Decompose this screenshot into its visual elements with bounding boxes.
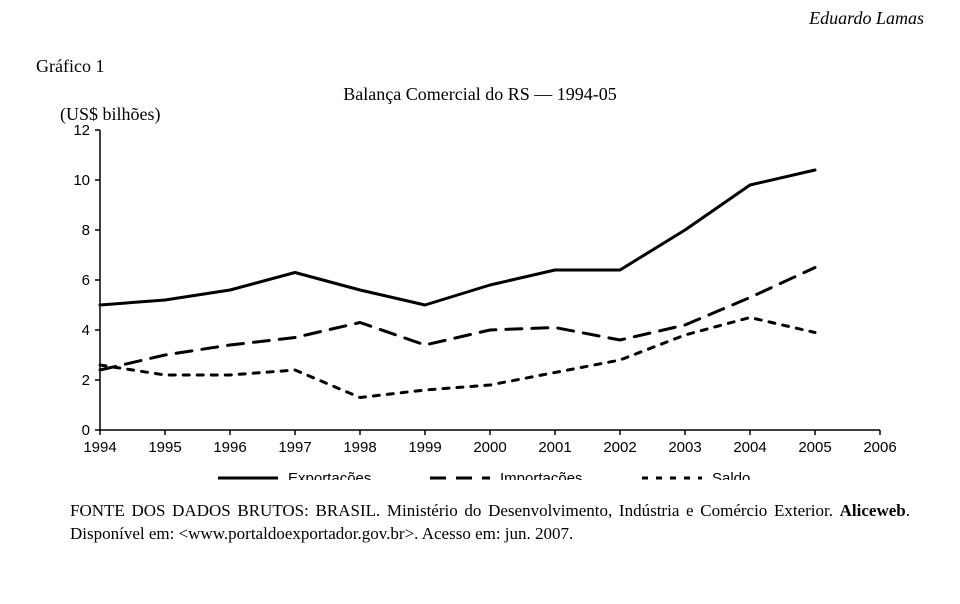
- y-tick-label: 10: [73, 172, 90, 189]
- series-importações: [100, 268, 815, 371]
- x-tick-label: 1997: [278, 439, 311, 456]
- x-tick-label: 2002: [603, 439, 636, 456]
- y-tick-label: 6: [82, 272, 90, 289]
- y-tick-label: 2: [82, 372, 90, 389]
- x-tick-label: 2003: [668, 439, 701, 456]
- y-tick-label: 12: [73, 122, 90, 139]
- x-tick-label: 1994: [83, 439, 116, 456]
- legend-label: Saldo: [712, 470, 750, 480]
- x-tick-label: 2001: [538, 439, 571, 456]
- chart-area: 0 2 4 6 8 10 12 1994 1995 1996 1997 1998 1999 2000 200…: [60, 120, 900, 480]
- series-saldo: [100, 318, 815, 398]
- line-chart-svg: 0 2 4 6 8 10 12 1994 1995 1996 1997 1998 1999 2000 200…: [60, 120, 900, 480]
- x-tick-label: 1998: [343, 439, 376, 456]
- x-tick-label: 2004: [733, 439, 766, 456]
- x-tick-label: 1995: [148, 439, 181, 456]
- series-exportações: [100, 170, 815, 305]
- legend-label: Exportações: [288, 470, 371, 480]
- x-tick-label: 2005: [798, 439, 831, 456]
- x-tick-label: 2000: [473, 439, 506, 456]
- caption-prefix: FONTE DOS DADOS BRUTOS: BRASIL. Ministér…: [70, 501, 840, 520]
- x-tick-label: 1996: [213, 439, 246, 456]
- caption-bold: Aliceweb: [840, 501, 906, 520]
- author-name: Eduardo Lamas: [809, 8, 924, 29]
- x-tick-label: 1999: [408, 439, 441, 456]
- figure-label: Gráfico 1: [36, 56, 104, 77]
- source-caption: FONTE DOS DADOS BRUTOS: BRASIL. Ministér…: [70, 500, 910, 546]
- x-tick-label: 2006: [863, 439, 896, 456]
- y-tick-label: 4: [82, 322, 90, 339]
- y-tick-label: 0: [82, 422, 90, 439]
- chart-title: Balança Comercial do RS — 1994-05: [0, 84, 960, 105]
- y-tick-label: 8: [82, 222, 90, 239]
- legend-label: Importações: [500, 470, 583, 480]
